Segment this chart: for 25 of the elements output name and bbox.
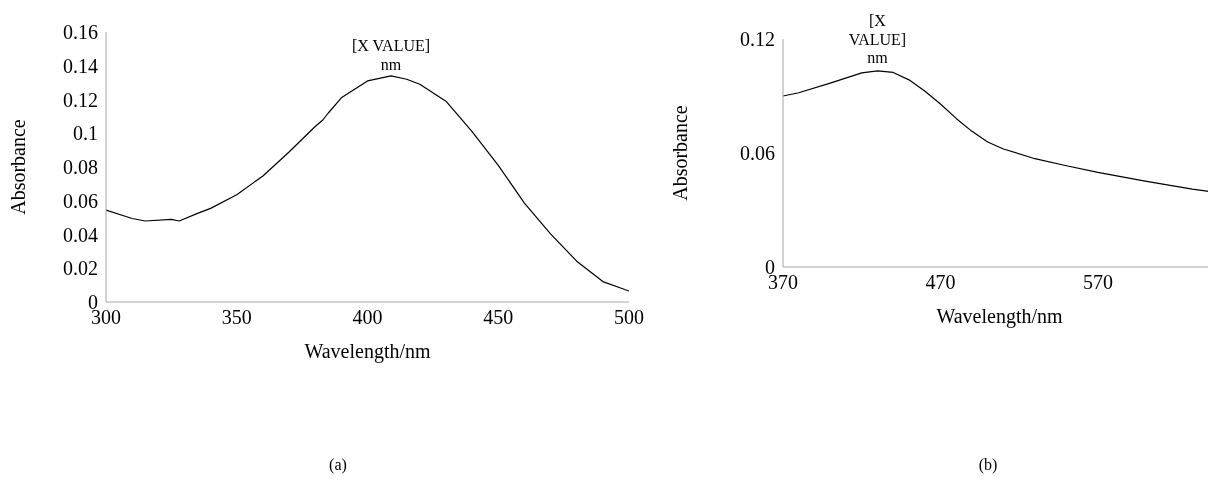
y-tick-label: 0.12 — [740, 28, 775, 51]
text: (b) — [977, 456, 999, 474]
y-tick-label: 0.08 — [63, 156, 98, 179]
y-tick-label: 0.04 — [63, 223, 98, 246]
x-tick-label: 350 — [221, 306, 252, 329]
y-tick-label: 0.06 — [740, 142, 775, 165]
y-tick-label: 0.1 — [73, 122, 98, 145]
y-tick-label: 0.12 — [63, 88, 98, 111]
annotation: [X VALUE] nm — [848, 12, 907, 67]
line-series — [106, 75, 629, 292]
x-tick-label: 400 — [352, 306, 383, 329]
x-tick-label: 570 — [1082, 271, 1113, 294]
annotation: [X VALUE] nm — [352, 37, 431, 73]
x-axis-title: Wavelength/nm — [936, 305, 1064, 328]
y-tick-label: 0.02 — [63, 257, 98, 280]
x-tick-label: 450 — [483, 306, 514, 329]
y-tick-label: 0.14 — [63, 54, 98, 77]
x-tick-label: 500 — [614, 306, 644, 329]
x-axis-title: Wavelength/nm — [304, 340, 432, 363]
y-axis-title: Absorbance — [7, 119, 30, 215]
y-tick-label: 0.06 — [63, 189, 98, 212]
text: (a) — [328, 456, 348, 474]
x-tick-label: 470 — [925, 271, 956, 294]
y-tick-label: 0.16 — [63, 21, 98, 44]
y-axis-title: Absorbance — [669, 105, 692, 201]
